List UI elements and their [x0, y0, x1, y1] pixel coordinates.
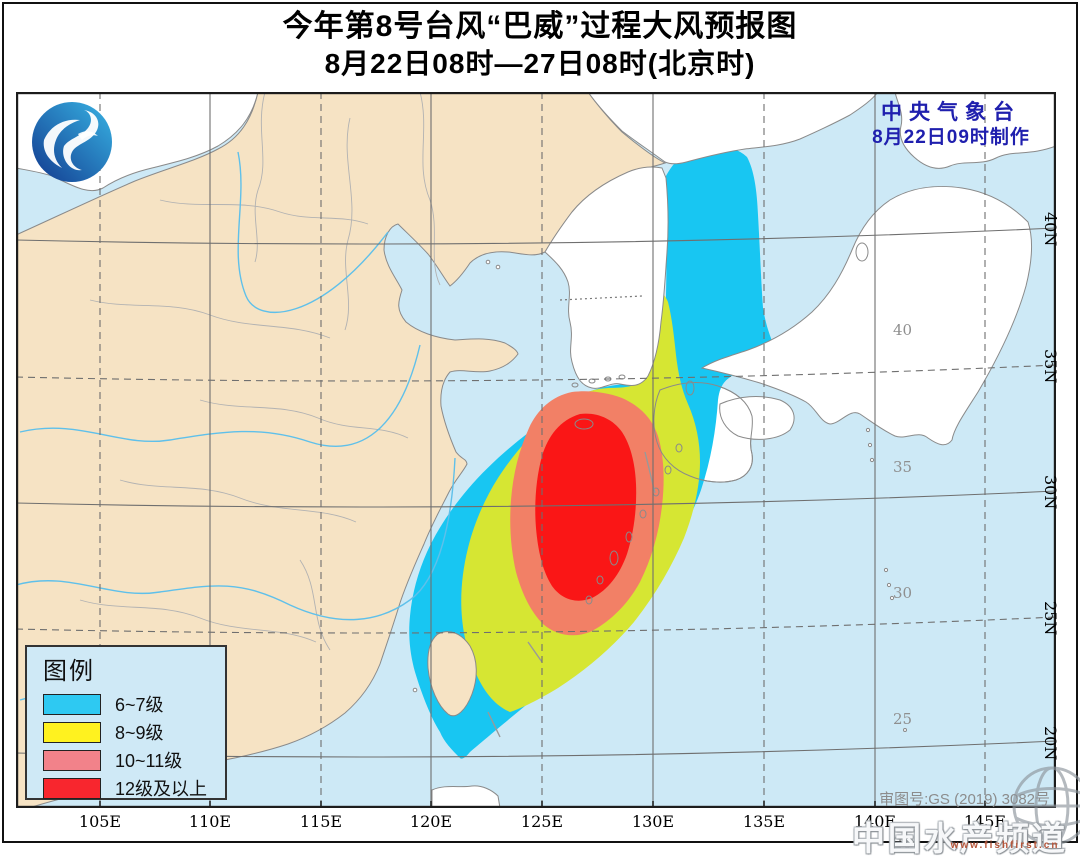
legend-swatch-8-9	[43, 721, 101, 743]
legend-swatch-12	[43, 777, 101, 799]
shikoku-island	[719, 396, 795, 440]
island-outlines	[571, 374, 753, 605]
legend-item: 10~11级	[43, 746, 225, 774]
map-review-number: 审图号:GS (2019) 3082号	[879, 791, 1050, 808]
taiwan-island	[427, 631, 477, 717]
grid-label-25: 25	[893, 710, 913, 728]
legend-label-12: 12级及以上	[115, 779, 208, 799]
cma-logo-icon	[32, 102, 112, 182]
agency-issued-time: 8月22日09时制作	[872, 127, 1030, 148]
page-title: 今年第8号台风“巴威”过程大风预报图	[282, 10, 798, 43]
lon-label-135e: 135E	[742, 812, 786, 831]
legend-item: 12级及以上	[43, 774, 225, 802]
watermark-url: www.fishfirst.cn	[950, 840, 1060, 851]
lon-label-115e: 115E	[299, 812, 343, 831]
grid-label-35: 35	[893, 458, 913, 476]
honshu-island	[700, 186, 1033, 446]
lat-label-40n: 40N	[1041, 212, 1060, 247]
page-subtitle: 8月22日08时—27日08时(北京时)	[324, 48, 756, 79]
lat-label-25n: 25N	[1041, 601, 1060, 636]
legend-label-6-7: 6~7级	[115, 695, 164, 715]
legend-title: 图例	[43, 658, 95, 685]
luzon-island	[431, 785, 501, 808]
legend-label-10-11: 10~11级	[115, 751, 183, 771]
russia-land	[587, 92, 879, 165]
lon-label-130e: 130E	[631, 812, 675, 831]
lon-label-120e: 120E	[409, 812, 453, 831]
cma-logo	[30, 100, 114, 189]
china-land	[16, 92, 667, 808]
lon-label-105e: 105E	[78, 812, 122, 831]
legend: 图例 6~7级 8~9级 10~11级 12级及以上	[25, 645, 227, 800]
legend-label-8-9: 8~9级	[115, 723, 164, 743]
lon-label-140e: 140E	[853, 812, 897, 831]
grid-label-20: 20	[893, 834, 913, 852]
lon-label-125e: 125E	[520, 812, 564, 831]
map-border	[16, 92, 1056, 808]
grid-label-30: 30	[893, 584, 913, 602]
agency-name: 中央气象台	[881, 101, 1021, 124]
watermark-text: 中国水产频道	[852, 820, 1068, 857]
legend-swatch-6-7	[43, 693, 101, 715]
korea-land	[544, 166, 669, 389]
lat-label-30n: 30N	[1041, 475, 1060, 510]
hokkaido-island	[894, 92, 1056, 169]
legend-item: 6~7级	[43, 690, 225, 718]
legend-swatch-10-11	[43, 749, 101, 771]
dmz-line	[559, 295, 643, 301]
lon-label-110e: 110E	[188, 812, 232, 831]
lat-label-20n: 20N	[1041, 726, 1060, 761]
legend-item: 8~9级	[43, 718, 225, 746]
lat-label-35n: 35N	[1041, 349, 1060, 384]
globe-icon	[1002, 758, 1080, 858]
small-islands	[412, 242, 907, 732]
lon-label-145e: 145E	[963, 812, 1007, 831]
agency-block: 中央气象台 8月22日09时制作	[856, 100, 1046, 150]
title-block: 今年第8号台风“巴威”过程大风预报图 8月22日08时—27日08时(北京时)	[0, 8, 1080, 82]
grid-label-40: 40	[893, 321, 913, 339]
